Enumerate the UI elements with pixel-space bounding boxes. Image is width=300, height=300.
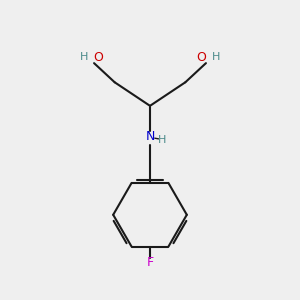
Text: H: H	[212, 52, 220, 62]
Text: F: F	[146, 256, 154, 269]
Text: H: H	[158, 135, 166, 145]
Text: H: H	[80, 52, 88, 62]
Text: O: O	[197, 51, 206, 64]
Text: N: N	[145, 130, 155, 143]
Text: O: O	[94, 51, 103, 64]
